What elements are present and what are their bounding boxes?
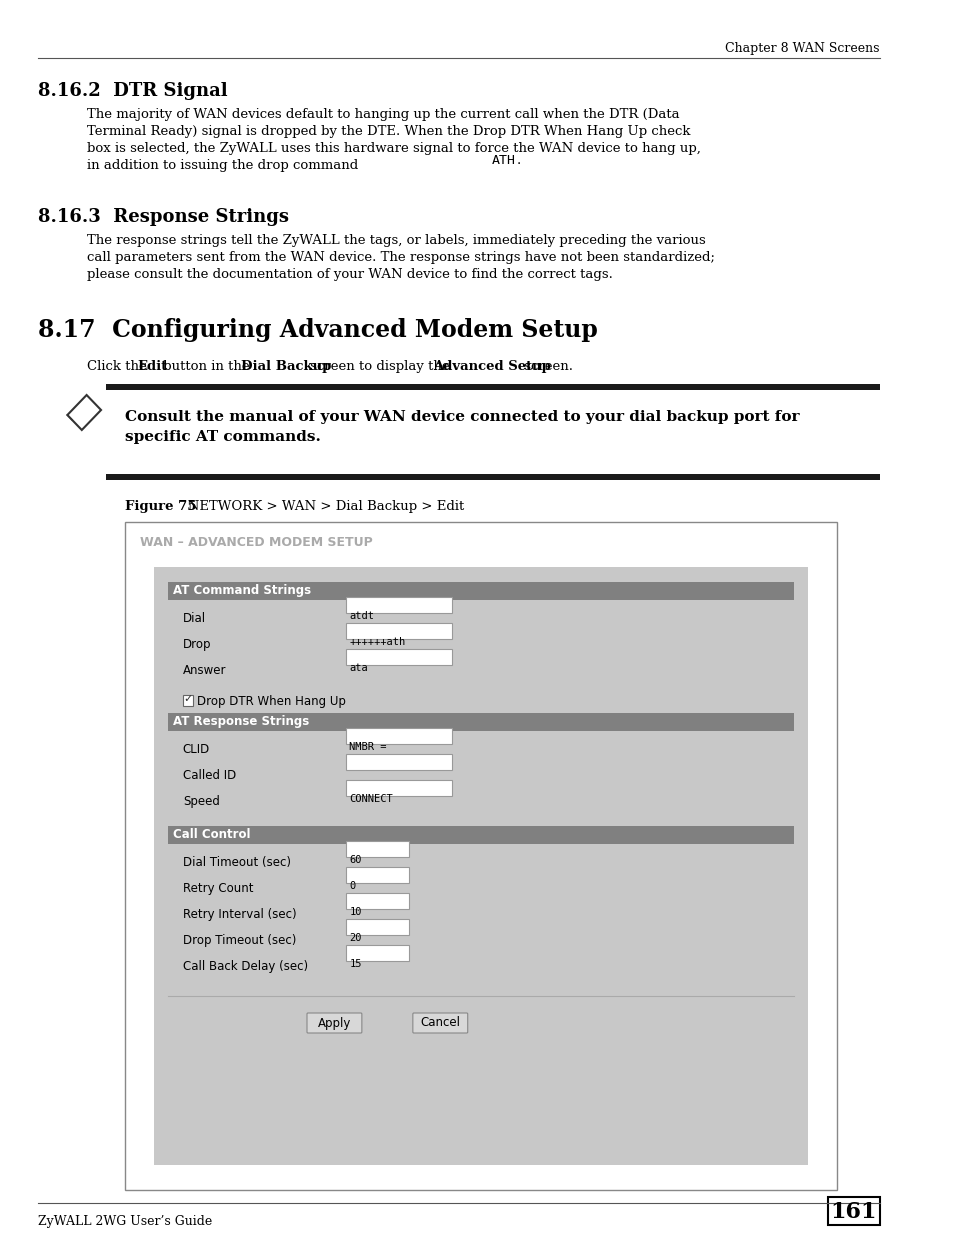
Text: The response strings tell the ZyWALL the tags, or labels, immediately preceding : The response strings tell the ZyWALL the… [87,233,714,282]
Text: 8.16.2  DTR Signal: 8.16.2 DTR Signal [38,82,228,100]
Bar [346,755,452,769]
Text: Cancel: Cancel [420,1016,459,1030]
Text: Retry Interval (sec): Retry Interval (sec) [183,908,296,921]
Bar [346,781,452,797]
Bar [346,650,452,664]
Text: Called ID: Called ID [183,769,235,782]
Bar [346,893,409,909]
Text: ata: ata [349,663,368,673]
Text: Dial Timeout (sec): Dial Timeout (sec) [183,856,291,869]
Text: Call Control: Call Control [173,827,251,841]
Bar [827,1197,879,1225]
Text: Dial: Dial [183,613,206,625]
Bar [153,567,807,1165]
Text: Edit: Edit [137,359,168,373]
Text: NMBR =: NMBR = [349,742,386,752]
Bar [346,727,452,743]
Bar [346,867,409,883]
Text: CONNECT: CONNECT [349,794,393,804]
Bar [125,522,837,1191]
Text: Retry Count: Retry Count [183,882,253,895]
Text: Apply: Apply [317,1016,351,1030]
Text: screen.: screen. [519,359,572,373]
Text: Click the: Click the [87,359,151,373]
Bar [169,582,793,600]
Text: AT Response Strings: AT Response Strings [173,715,309,727]
Text: Figure 75: Figure 75 [125,500,196,513]
Bar [346,945,409,961]
Bar [346,841,409,857]
Text: ZyWALL 2WG User’s Guide: ZyWALL 2WG User’s Guide [38,1215,213,1228]
Bar [106,384,879,390]
Bar [169,713,793,731]
Bar [346,622,452,638]
Text: 10: 10 [349,906,361,918]
FancyBboxPatch shape [413,1013,467,1032]
Bar [346,597,452,613]
Text: 161: 161 [829,1200,876,1223]
Text: 8.16.3  Response Strings: 8.16.3 Response Strings [38,207,289,226]
Text: 60: 60 [349,855,361,864]
Bar [106,474,879,480]
Bar [169,826,793,844]
Text: .: . [517,154,520,168]
Text: Dial Backup: Dial Backup [240,359,331,373]
Text: Answer: Answer [183,664,226,677]
Text: Drop DTR When Hang Up: Drop DTR When Hang Up [197,695,346,708]
Text: ++++++ath: ++++++ath [349,637,405,647]
Bar [346,919,409,935]
Text: button in the: button in the [158,359,253,373]
Text: Speed: Speed [183,795,219,808]
Text: NETWORK > WAN > Dial Backup > Edit: NETWORK > WAN > Dial Backup > Edit [175,500,464,513]
Text: Consult the manual of your WAN device connected to your dial backup port for
spe: Consult the manual of your WAN device co… [125,410,799,443]
Text: 0: 0 [349,881,355,890]
FancyBboxPatch shape [307,1013,361,1032]
Text: Drop Timeout (sec): Drop Timeout (sec) [183,934,296,947]
Text: WAN – ADVANCED MODEM SETUP: WAN – ADVANCED MODEM SETUP [139,536,372,550]
Text: 8.17  Configuring Advanced Modem Setup: 8.17 Configuring Advanced Modem Setup [38,317,598,342]
Text: 20: 20 [349,932,361,944]
Text: AT Command Strings: AT Command Strings [173,584,311,597]
Text: ATH: ATH [491,154,516,168]
Text: atdt: atdt [349,611,374,621]
Text: The majority of WAN devices default to hanging up the current call when the DTR : The majority of WAN devices default to h… [87,107,700,172]
Text: CLID: CLID [183,743,210,756]
Text: Advanced Setup: Advanced Setup [433,359,551,373]
Text: Chapter 8 WAN Screens: Chapter 8 WAN Screens [724,42,879,56]
Text: Drop: Drop [183,638,212,651]
Text: ✓: ✓ [184,694,193,704]
Text: Call Back Delay (sec): Call Back Delay (sec) [183,960,308,973]
Text: 15: 15 [349,960,361,969]
Bar [183,695,193,706]
Text: screen to display the: screen to display the [306,359,454,373]
